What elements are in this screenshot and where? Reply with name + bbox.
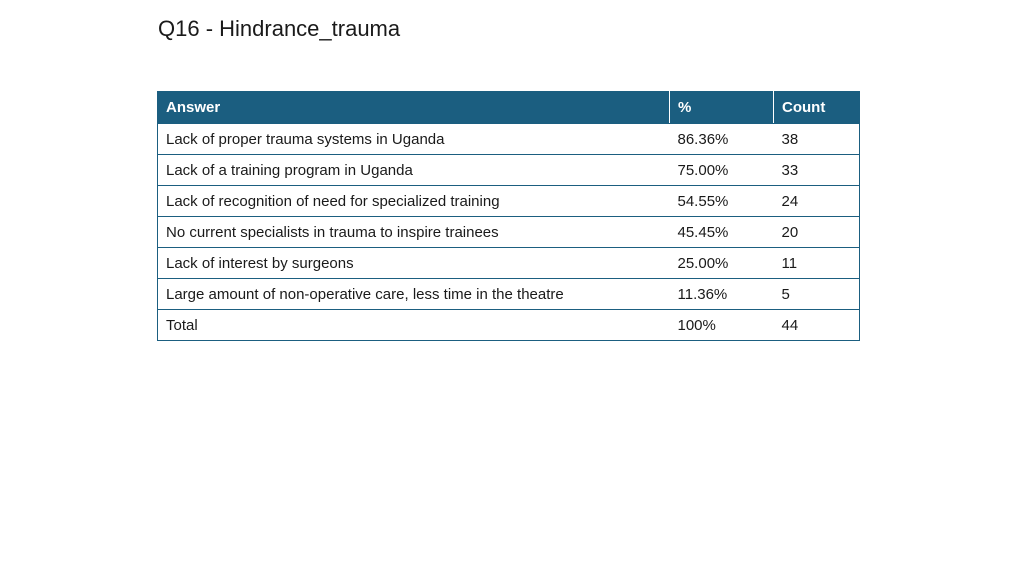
- table-row: Lack of a training program in Uganda 75.…: [157, 154, 860, 186]
- cell-percent: 75.00%: [669, 154, 774, 186]
- cell-percent: 100%: [669, 309, 774, 341]
- column-header-answer: Answer: [157, 91, 670, 124]
- results-table: Answer % Count Lack of proper trauma sys…: [157, 91, 860, 341]
- cell-count: 33: [773, 154, 860, 186]
- cell-answer: Large amount of non-operative care, less…: [157, 278, 670, 310]
- table-row: Lack of proper trauma systems in Uganda …: [157, 123, 860, 155]
- cell-percent: 11.36%: [669, 278, 774, 310]
- cell-count: 11: [773, 247, 860, 279]
- table-row: Lack of recognition of need for speciali…: [157, 185, 860, 217]
- cell-count: 5: [773, 278, 860, 310]
- cell-count: 44: [773, 309, 860, 341]
- cell-answer: Lack of a training program in Uganda: [157, 154, 670, 186]
- table-header-row: Answer % Count: [157, 91, 860, 124]
- cell-count: 20: [773, 216, 860, 248]
- cell-answer: Lack of recognition of need for speciali…: [157, 185, 670, 217]
- table-row: Lack of interest by surgeons 25.00% 11: [157, 247, 860, 279]
- page-title: Q16 - Hindrance_trauma: [158, 16, 401, 41]
- cell-answer: Lack of interest by surgeons: [157, 247, 670, 279]
- table-row: No current specialists in trauma to insp…: [157, 216, 860, 248]
- column-header-count: Count: [773, 91, 860, 124]
- column-header-percent: %: [669, 91, 774, 124]
- cell-percent: 54.55%: [669, 185, 774, 217]
- cell-percent: 86.36%: [669, 123, 774, 155]
- table-total-row: Total 100% 44: [157, 309, 860, 341]
- cell-percent: 25.00%: [669, 247, 774, 279]
- table-row: Large amount of non-operative care, less…: [157, 278, 860, 310]
- cell-answer: Lack of proper trauma systems in Uganda: [157, 123, 670, 155]
- cell-count: 24: [773, 185, 860, 217]
- cell-count: 38: [773, 123, 860, 155]
- cell-percent: 45.45%: [669, 216, 774, 248]
- cell-answer: No current specialists in trauma to insp…: [157, 216, 670, 248]
- cell-answer: Total: [157, 309, 670, 341]
